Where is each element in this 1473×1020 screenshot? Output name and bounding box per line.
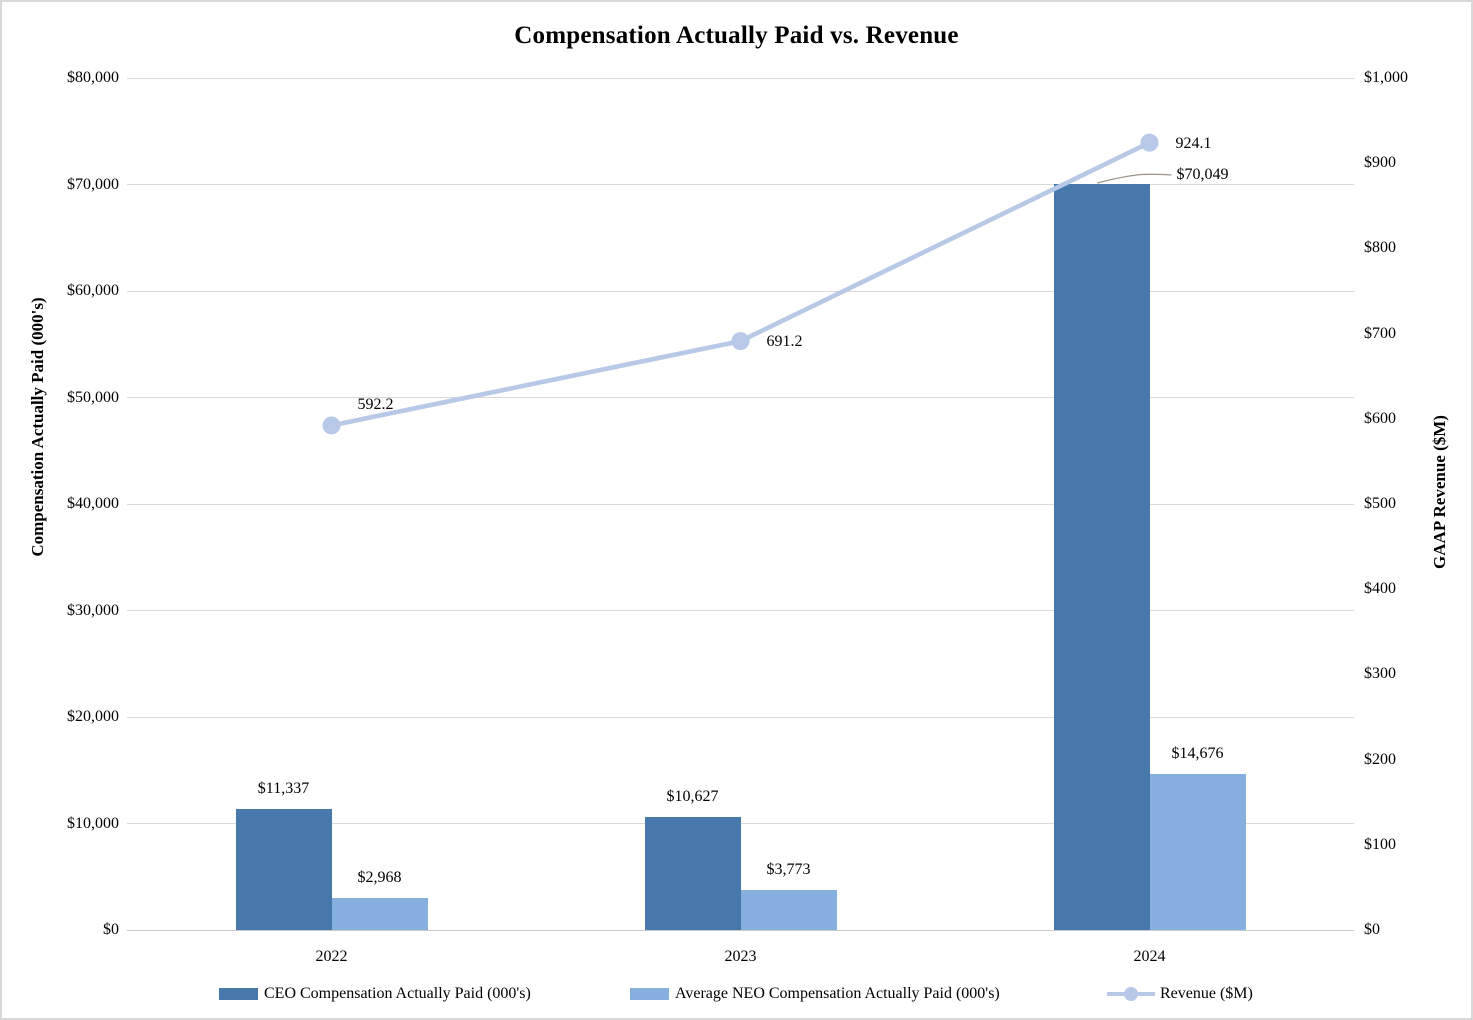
line-data-label: 592.2 [357,396,394,414]
y-axis-tick-right: $1,000 [1364,69,1408,86]
y-axis-tick-left: $50,000 [67,388,119,406]
gridline [127,929,1354,931]
x-axis-tick: 2024 [1133,948,1166,965]
legend-item-ceo: CEO Compensation Actually Paid (000's) [219,985,531,1002]
legend-label-neo: Average NEO Compensation Actually Paid (… [675,984,1000,1002]
bar-ceo-2022 [235,809,332,930]
y-axis-tick-right: $400 [1364,580,1396,598]
gridline [127,823,1354,824]
gridline [127,610,1354,611]
legend-item-revenue: Revenue ($M) [1107,985,1253,1002]
x-axis-tick: 2022 [315,948,348,965]
legend-line-marker-icon [1124,986,1138,1001]
bar-ceo-2024 [1053,183,1150,930]
gridline [127,77,1354,79]
y-axis-tick-left: $80,000 [67,69,119,86]
y-axis-tick-left: $0 [103,921,119,938]
y-axis-tick-left: $10,000 [67,814,119,832]
gridline [127,184,1354,185]
legend-label-ceo: CEO Compensation Actually Paid (000's) [264,984,531,1002]
line-data-label: 924.1 [1175,134,1212,152]
y-axis-tick-right: $200 [1364,750,1396,768]
y-axis-tick-right: $900 [1364,154,1396,172]
legend-item-neo: Average NEO Compensation Actually Paid (… [630,985,1000,1002]
y-axis-tick-right: $500 [1364,495,1396,512]
legend-swatch-neo [630,987,669,1000]
y-axis-tick-left: $40,000 [67,495,119,512]
y-axis-tick-left: $60,000 [67,282,119,299]
gridline [127,503,1354,505]
y-axis-tick-right: $800 [1364,239,1396,257]
y-axis-tick-right: $300 [1364,665,1396,683]
bar-neo-2023 [740,889,837,930]
gridline [127,716,1354,718]
y-axis-tick-right: $100 [1364,835,1396,853]
legend-label-revenue: Revenue ($M) [1160,984,1253,1002]
bar-data-label: $11,337 [257,780,310,798]
bar-data-label: $14,676 [1171,744,1224,762]
y-axis-tick-left: $30,000 [67,601,119,619]
y-axis-tick-left: $20,000 [67,708,119,725]
bar-ceo-2023 [644,816,741,930]
legend-swatch-ceo [219,987,258,1000]
bar-neo-2024 [1149,773,1246,930]
y-axis-tick-left: $70,000 [67,175,119,193]
legend-line-swatch-revenue [1107,986,1155,1001]
gridline [127,397,1354,398]
chart-title: Compensation Actually Paid vs. Revenue [514,22,959,49]
bar-data-label: $2,968 [357,869,402,887]
bar-data-label: $3,773 [766,860,811,878]
bar-neo-2022 [331,898,428,930]
bar-data-label: $10,627 [666,787,719,805]
line-data-label: 691.2 [766,333,803,351]
y-axis-tick-right: $700 [1364,324,1396,342]
x-axis-tick: 2023 [724,948,757,965]
gridline [127,290,1354,292]
y-axis-tick-right: $0 [1364,921,1380,938]
bar-data-label-callout: $70,049 [1176,165,1229,183]
y-axis-tick-right: $600 [1364,409,1396,427]
